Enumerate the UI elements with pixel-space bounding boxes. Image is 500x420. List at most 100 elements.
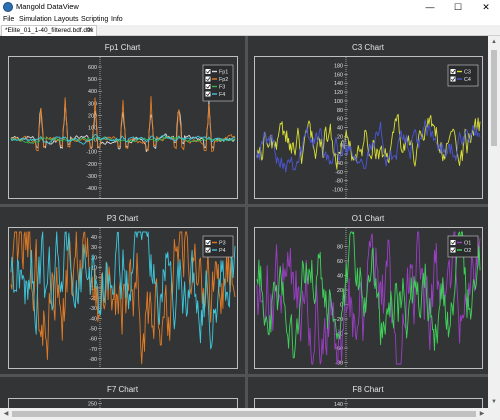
y-tick-label: -40 bbox=[89, 316, 97, 322]
f8-chart-plot[interactable]: 140 bbox=[254, 398, 483, 408]
menu-info[interactable]: Info bbox=[111, 16, 123, 23]
y-tick-label: -400 bbox=[86, 186, 97, 192]
checkmark-icon bbox=[451, 77, 456, 82]
minimize-button[interactable]: — bbox=[416, 0, 444, 14]
legend-checkbox[interactable] bbox=[450, 247, 456, 253]
charts-area: Fp1 Chart 600 500 400 300 200 100 0 -100 -200 -30… bbox=[0, 36, 488, 408]
legend-label: F3 bbox=[219, 85, 225, 91]
legend-label: Fp1 bbox=[219, 70, 228, 76]
y-tick-label: -200 bbox=[86, 162, 97, 168]
scroll-up-icon[interactable]: ▲ bbox=[491, 39, 497, 45]
fp1-chart-plot[interactable]: 600 500 400 300 200 100 0 -100 -200 -300 -400 Fp1 Fp… bbox=[8, 56, 238, 199]
checkmark-icon bbox=[206, 248, 211, 253]
document-tab-strip: *Elite_01_1-40_filtered.bdf.dtlx ✕ bbox=[0, 25, 500, 36]
o1-chart-plot[interactable]: 80 60 40 20 0 -20 -40 -60 -80 O1 O2 bbox=[254, 227, 483, 369]
chart-legend bbox=[447, 64, 479, 87]
series-line-c4 bbox=[256, 119, 481, 173]
fp1-chart-title: Fp1 Chart bbox=[104, 43, 141, 52]
y-tick-label: 30 bbox=[91, 245, 97, 251]
checkmark-icon bbox=[451, 69, 456, 74]
y-tick-label: 40 bbox=[337, 274, 343, 280]
y-tick-label: 140 bbox=[334, 402, 343, 408]
y-tick-label: 0 bbox=[340, 303, 343, 309]
y-tick-label: 120 bbox=[334, 90, 343, 96]
legend-label: P3 bbox=[219, 241, 226, 247]
close-window-button[interactable]: ✕ bbox=[472, 0, 500, 14]
series-line-o2 bbox=[256, 231, 481, 359]
menu-scripting[interactable]: Scripting bbox=[81, 16, 109, 23]
y-tick-label: -100 bbox=[86, 150, 97, 156]
horizontal-splitter-1[interactable] bbox=[0, 204, 488, 207]
y-tick-label: -60 bbox=[89, 337, 97, 343]
tab-close-icon[interactable]: ✕ bbox=[87, 27, 93, 34]
window-title: Mangold DataView bbox=[16, 2, 79, 11]
series-line-f3 bbox=[10, 135, 236, 144]
legend-checkbox[interactable] bbox=[205, 91, 211, 97]
vertical-splitter[interactable] bbox=[245, 36, 248, 408]
legend-checkbox[interactable] bbox=[450, 76, 456, 82]
document-tab-label: *Elite_01_1-40_filtered.bdf.dtlx bbox=[5, 27, 94, 34]
horizontal-scroll-thumb[interactable] bbox=[12, 411, 476, 417]
minimize-icon: — bbox=[425, 2, 435, 12]
vertical-scrollbar[interactable]: ▲ ▼ bbox=[488, 36, 500, 408]
legend-label: P4 bbox=[219, 248, 226, 254]
legend-checkbox[interactable] bbox=[205, 84, 211, 89]
legend-label: C4 bbox=[464, 77, 471, 83]
legend-checkbox[interactable] bbox=[450, 69, 456, 74]
y-tick-label: 180 bbox=[334, 63, 343, 69]
c3-chart-svg: 180160140120100806040200-20-40-60-80-100… bbox=[256, 57, 481, 198]
legend-checkbox[interactable] bbox=[205, 69, 211, 74]
y-tick-label: 250 bbox=[88, 401, 97, 407]
legend-label: Fp2 bbox=[219, 77, 228, 83]
y-tick-label: -70 bbox=[89, 347, 97, 353]
f7-chart-panel: F7 Chart 250 bbox=[0, 377, 245, 408]
legend-checkbox[interactable] bbox=[205, 76, 211, 82]
y-tick-label: -80 bbox=[335, 179, 343, 185]
y-tick-label: 400 bbox=[88, 89, 97, 95]
legend-checkbox[interactable] bbox=[205, 247, 211, 253]
y-tick-label: -60 bbox=[335, 170, 343, 176]
f7-chart-title: F7 Chart bbox=[106, 385, 139, 394]
f8-chart-svg: 140 bbox=[334, 399, 348, 408]
maximize-button[interactable]: ☐ bbox=[444, 0, 472, 14]
maximize-icon: ☐ bbox=[453, 2, 463, 12]
y-tick-label: 100 bbox=[88, 126, 97, 132]
menu-file[interactable]: File bbox=[3, 16, 15, 23]
y-tick-label: 80 bbox=[337, 108, 343, 114]
legend-label: C3 bbox=[464, 70, 471, 76]
document-tab[interactable]: *Elite_01_1-40_filtered.bdf.dtlx ✕ bbox=[1, 25, 97, 36]
y-tick-label: 20 bbox=[337, 288, 343, 294]
c3-chart-panel: C3 Chart 180 160 140 120 100 80 60 40 20 0 -20 -40-… bbox=[248, 36, 488, 204]
y-tick-label: -20 bbox=[335, 152, 343, 158]
series-line-o1 bbox=[256, 231, 481, 365]
y-tick-label: 0 bbox=[94, 138, 97, 144]
p3-chart-plot[interactable]: 40 30 20 10 0 -10 -20 -30 -40 -50 -60 -70 -80 P3 P4 bbox=[8, 227, 238, 369]
y-tick-label: -80 bbox=[335, 361, 343, 367]
y-tick-label: 60 bbox=[337, 117, 343, 123]
series-line-p3 bbox=[10, 231, 236, 365]
legend-checkbox[interactable] bbox=[450, 240, 456, 245]
legend-label: F4 bbox=[219, 92, 225, 98]
scroll-right-icon[interactable]: ▶ bbox=[479, 411, 485, 417]
horizontal-scrollbar[interactable]: ◀ ▶ bbox=[0, 408, 488, 420]
y-tick-label: 40 bbox=[91, 235, 97, 241]
y-tick-label: -40 bbox=[335, 161, 343, 167]
scrollbar-corner bbox=[488, 408, 500, 420]
checkmark-icon bbox=[206, 77, 211, 82]
c3-chart-plot[interactable]: 180 160 140 120 100 80 60 40 20 0 -20 -40 -60 -80 -100… bbox=[254, 56, 483, 199]
menu-layouts[interactable]: Layouts bbox=[54, 16, 79, 23]
y-tick-label: -20 bbox=[89, 296, 97, 302]
fp1-chart-svg: 600 500 400 300 200 100 0 -100 -200 -300 -400 Fp1Fp… bbox=[10, 57, 236, 198]
legend-checkbox[interactable] bbox=[205, 240, 211, 245]
y-tick-label: -50 bbox=[89, 326, 97, 332]
fp1-chart-panel: Fp1 Chart 600 500 400 300 200 100 0 -100 -200 -30… bbox=[0, 36, 245, 204]
y-tick-label: 300 bbox=[88, 101, 97, 107]
scroll-down-icon[interactable]: ▼ bbox=[491, 399, 497, 405]
menu-simulation[interactable]: Simulation bbox=[19, 16, 52, 23]
horizontal-splitter-2[interactable] bbox=[0, 374, 488, 377]
y-tick-label: 100 bbox=[334, 99, 343, 105]
vertical-scroll-thumb[interactable] bbox=[491, 50, 497, 146]
f7-chart-plot[interactable]: 250 bbox=[8, 398, 238, 408]
checkmark-icon bbox=[451, 248, 456, 253]
scroll-left-icon[interactable]: ◀ bbox=[3, 411, 9, 417]
